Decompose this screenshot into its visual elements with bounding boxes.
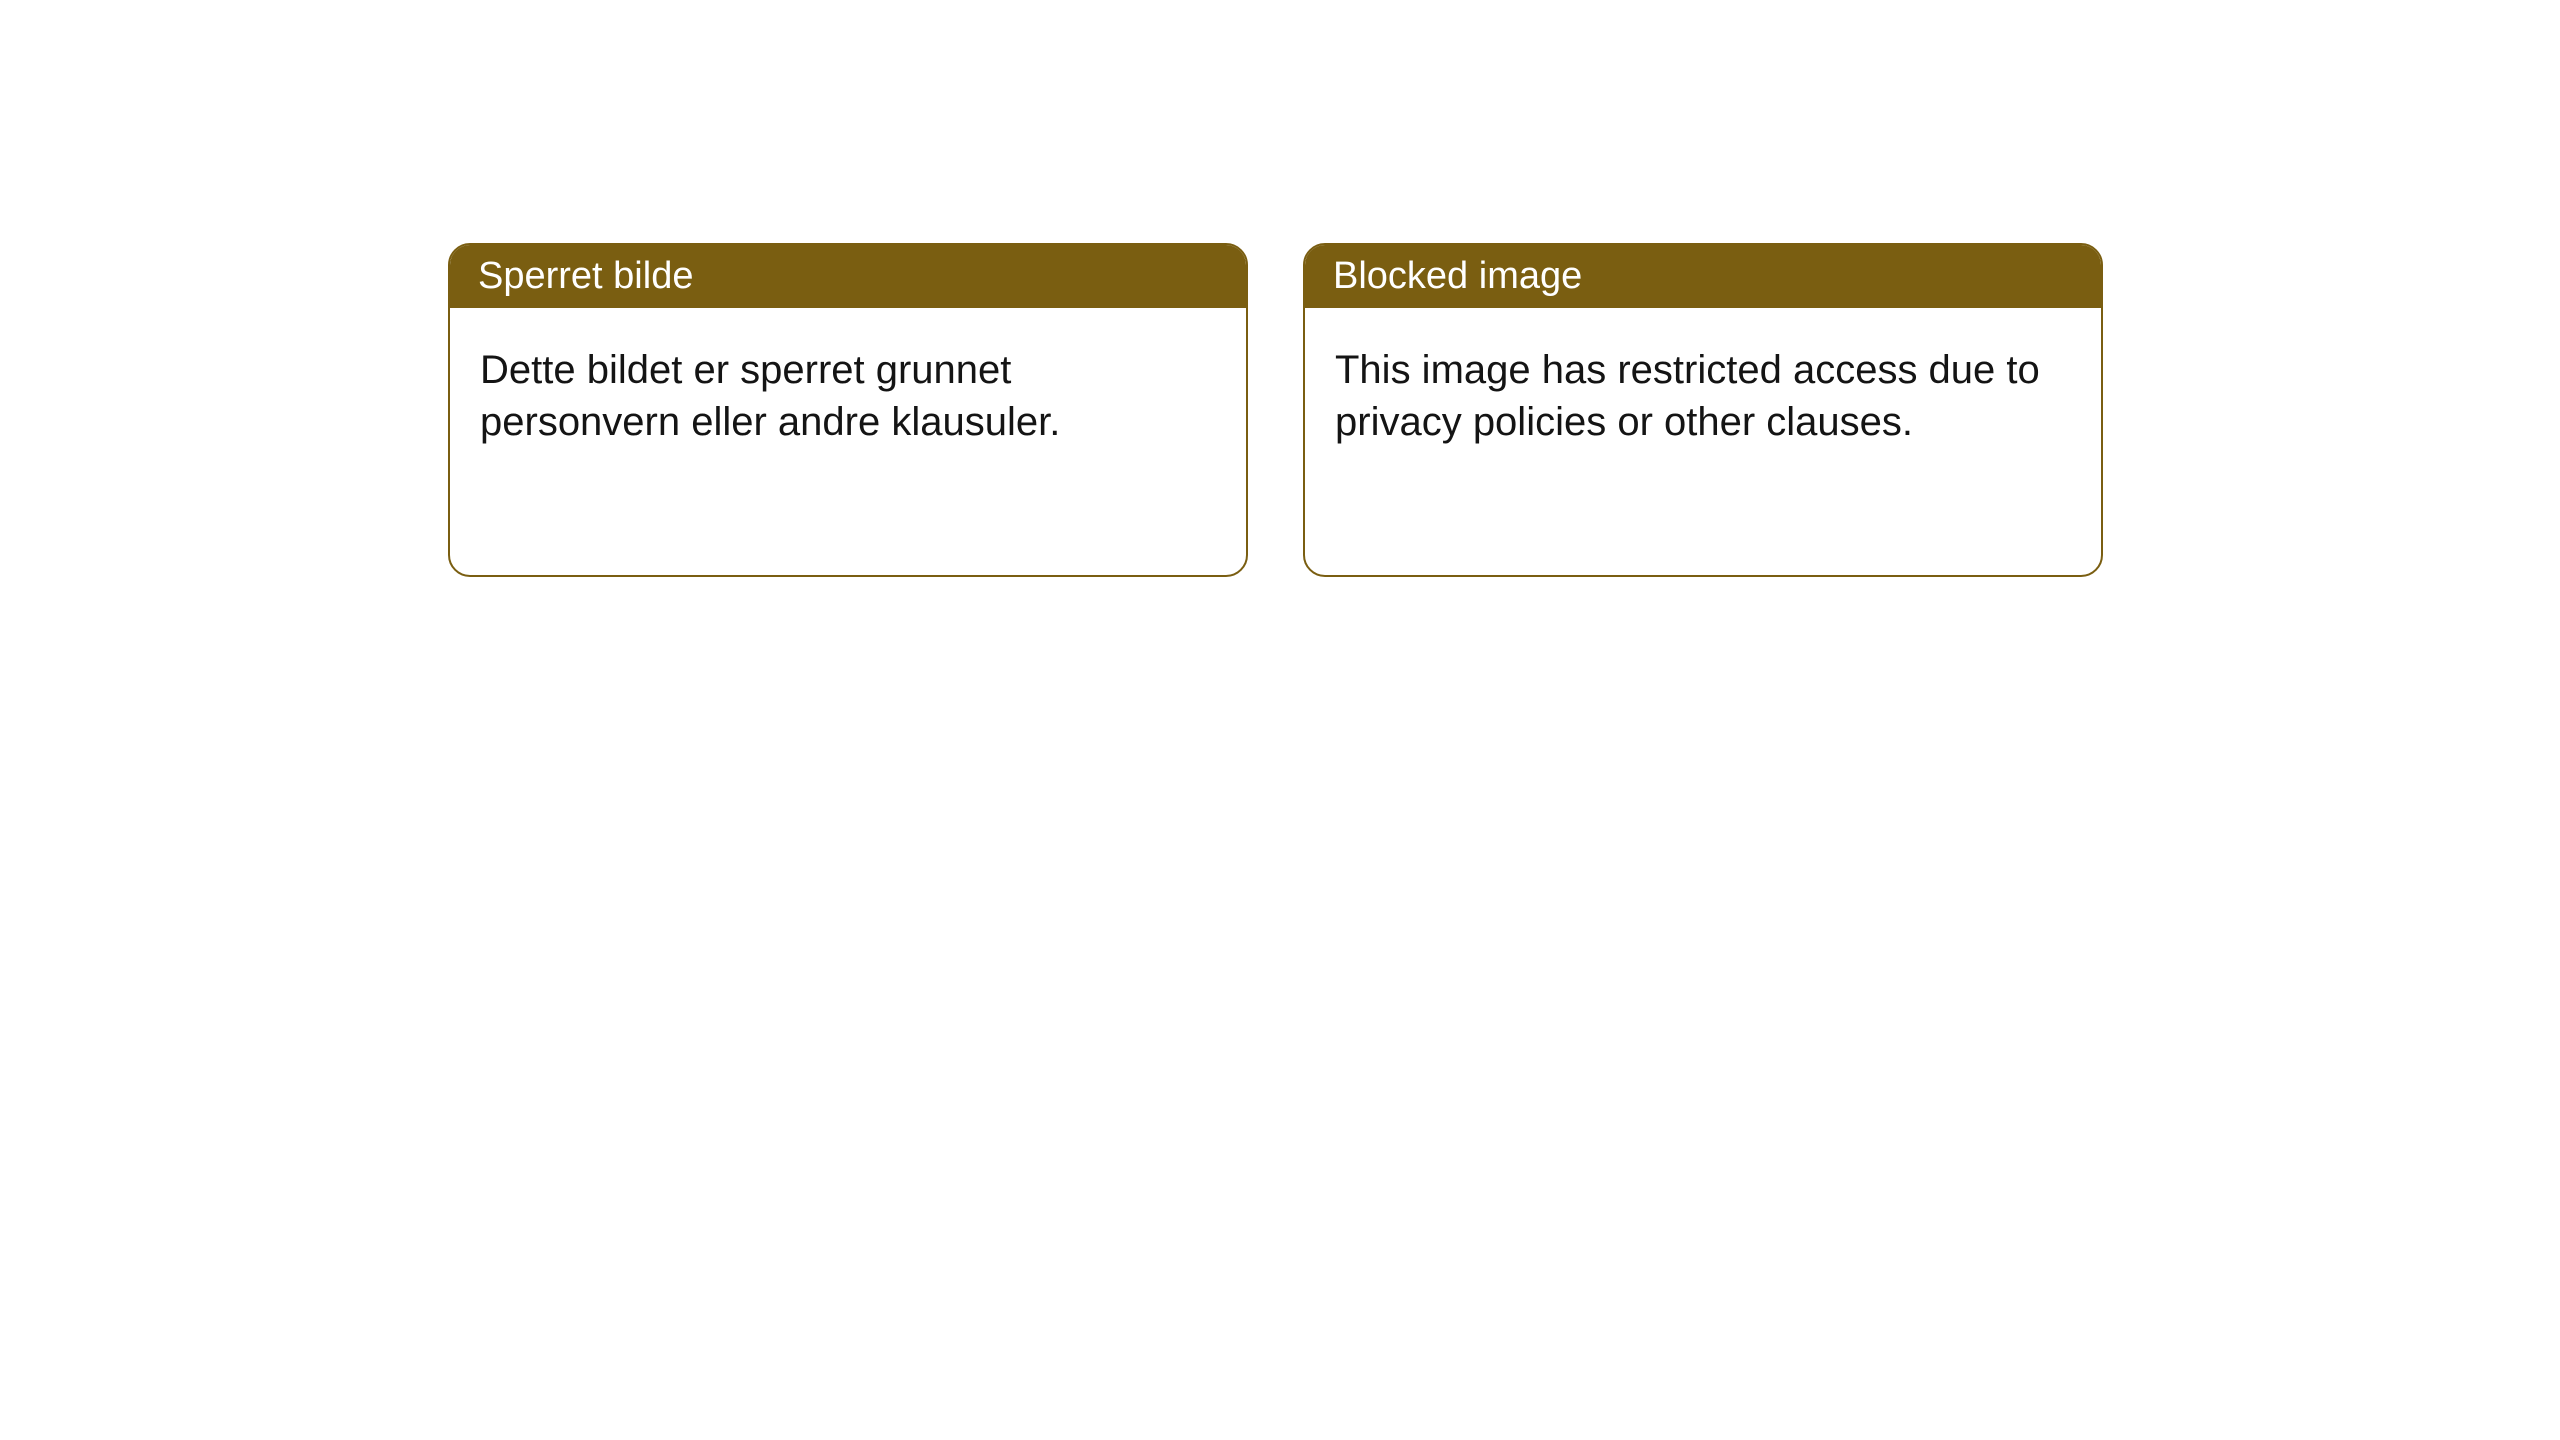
card-message: This image has restricted access due to … xyxy=(1335,348,2040,444)
notice-card-english: Blocked image This image has restricted … xyxy=(1303,243,2103,577)
card-header: Sperret bilde xyxy=(450,245,1246,308)
card-body: This image has restricted access due to … xyxy=(1305,308,2101,484)
notice-card-norwegian: Sperret bilde Dette bildet er sperret gr… xyxy=(448,243,1248,577)
notice-container: Sperret bilde Dette bildet er sperret gr… xyxy=(448,243,2103,577)
card-title: Blocked image xyxy=(1333,255,1582,297)
card-title: Sperret bilde xyxy=(478,255,693,297)
card-message: Dette bildet er sperret grunnet personve… xyxy=(480,348,1060,444)
card-header: Blocked image xyxy=(1305,245,2101,308)
card-body: Dette bildet er sperret grunnet personve… xyxy=(450,308,1246,484)
